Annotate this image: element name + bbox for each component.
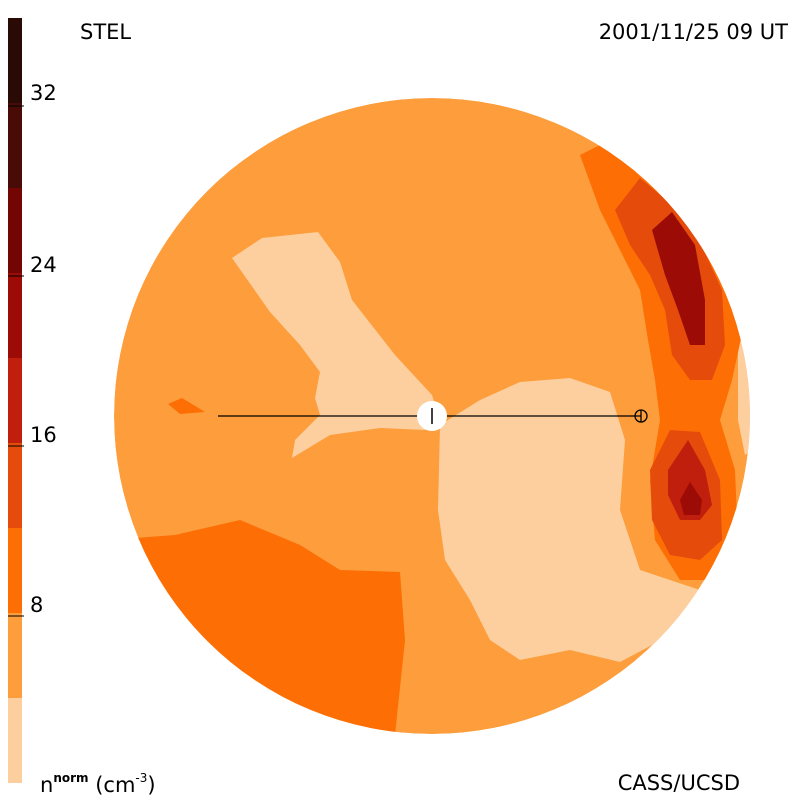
speck-left	[168, 398, 205, 414]
region-peak-upper	[652, 212, 705, 345]
colorbar-unit-label: nnorm (cm-3)	[40, 771, 156, 797]
colorbar-level-2	[8, 528, 22, 613]
colorbar-level-8	[8, 18, 22, 103]
instrument-label: STEL	[80, 20, 132, 44]
tick-label-16: 16	[30, 423, 57, 447]
speck-center	[548, 510, 578, 526]
unit-exp: -3	[135, 771, 148, 785]
unit-rest: (cm	[95, 773, 136, 797]
credit-label: CASS/UCSD	[617, 771, 740, 795]
tick-label-24: 24	[30, 253, 57, 277]
colorbar-level-3	[8, 443, 22, 528]
tick-label-32: 32	[30, 81, 57, 105]
colorbar-level-7	[8, 103, 22, 188]
colorbar-level-0	[8, 698, 22, 783]
region-peak-lower-core	[680, 482, 702, 515]
tick-label-8: 8	[30, 593, 44, 617]
timestamp-label: 2001/11/25 09 UT	[598, 20, 788, 44]
colorbar-level-1	[8, 613, 22, 698]
colorbar-level-5	[8, 273, 22, 358]
colorbar-level-4	[8, 358, 22, 443]
region-light-arm	[232, 232, 440, 458]
unit-sup: norm	[53, 771, 89, 785]
unit-base: n	[40, 773, 54, 797]
unit-close: )	[147, 773, 156, 797]
colorbar-level-6	[8, 188, 22, 273]
